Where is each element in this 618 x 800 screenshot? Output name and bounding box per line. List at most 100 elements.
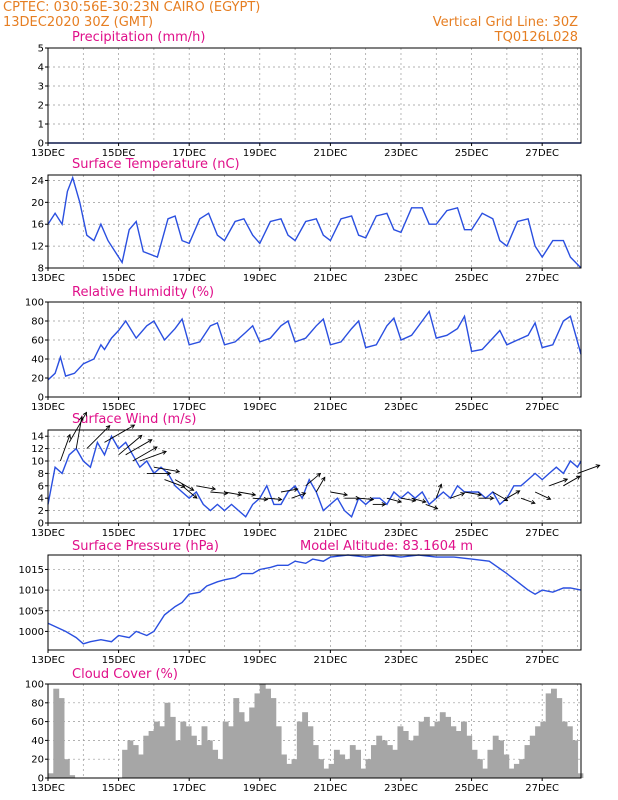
precipitation-xtick-label: 13DEC xyxy=(31,148,65,159)
wind-ytick-label: 10 xyxy=(31,457,44,468)
humidity-ytick-label: 80 xyxy=(31,317,44,328)
cloud-cover-bar xyxy=(286,763,293,778)
cloud-cover-bar xyxy=(175,740,181,778)
cloud-cover-bar xyxy=(323,768,330,778)
pressure-ytick-label: 1005 xyxy=(19,606,44,617)
wind-arrow xyxy=(549,478,568,487)
pressure-ytick-label: 1015 xyxy=(19,565,44,576)
wind-arrow xyxy=(68,412,87,443)
wind-arrow-head xyxy=(237,492,243,497)
pressure-panel: Surface Pressure (hPa) Model Altitude: 8… xyxy=(19,539,582,666)
cloud-cover-bar xyxy=(328,763,335,778)
cloud-cover-ytick-label: 100 xyxy=(25,680,44,691)
cloud-cover-bar xyxy=(222,721,229,778)
cloud-cover-bar xyxy=(360,768,367,778)
header-grid-info: Vertical Grid Line: 30Z xyxy=(433,15,578,30)
header-model-code: TQ0126L028 xyxy=(494,30,578,45)
wind-ytick-label: 4 xyxy=(38,494,44,505)
wind-arrow-head xyxy=(105,425,111,430)
wind-arrow xyxy=(400,497,416,502)
cloud-cover-ytick-label: 80 xyxy=(31,698,44,709)
wind-arrow xyxy=(520,497,536,504)
cloud-cover-bar xyxy=(318,759,324,778)
temperature-ytick-label: 16 xyxy=(31,220,44,231)
cloud-cover-bar xyxy=(498,740,504,778)
temperature-xtick-label: 17DEC xyxy=(172,273,206,284)
cloud-cover-bar xyxy=(48,773,54,778)
wind-arrow-head xyxy=(301,492,307,497)
cloud-cover-bar xyxy=(159,726,166,778)
precipitation-ytick-label: 1 xyxy=(38,120,44,131)
precipitation-xtick-label: 23DEC xyxy=(384,148,418,159)
cloud-cover-bar xyxy=(355,749,361,778)
wind-arrow-head xyxy=(343,492,349,497)
pressure-xtick-label: 19DEC xyxy=(243,655,277,666)
wind-arrow xyxy=(315,477,326,493)
cloud-cover-bar xyxy=(540,721,547,778)
wind-arrow xyxy=(86,425,111,449)
precipitation-xtick-label: 25DEC xyxy=(455,148,489,159)
wind-arrow-head xyxy=(530,499,536,505)
wind-arrow xyxy=(411,497,426,503)
cloud-cover-bar xyxy=(132,745,139,778)
pressure-ytick-label: 1000 xyxy=(19,627,44,638)
cloud-cover-xtick-label: 23DEC xyxy=(384,783,418,794)
wind-arrow-head xyxy=(82,411,87,417)
cloud-cover-bar xyxy=(572,740,579,778)
wind-arrow xyxy=(196,485,216,490)
wind-arrow-head xyxy=(563,478,569,483)
cloud-cover-bar xyxy=(238,712,245,778)
wind-arrow-head xyxy=(421,498,427,504)
humidity-ytick-label: 60 xyxy=(31,336,44,347)
cloud-cover-bar xyxy=(535,726,542,778)
cloud-cover-bar xyxy=(386,745,393,778)
wind-arrow-head xyxy=(251,492,257,497)
cloud-cover-bar xyxy=(312,745,319,778)
cloud-cover-bar xyxy=(243,721,250,778)
wind-arrow xyxy=(132,446,158,462)
wind-arrow-head xyxy=(152,446,158,451)
humidity-xtick-label: 25DEC xyxy=(455,402,489,413)
wind-arrow-head xyxy=(166,471,172,476)
wind-arrow-head xyxy=(293,487,299,492)
wind-arrow xyxy=(492,491,508,501)
cloud-cover-bar xyxy=(196,745,203,778)
humidity-frame xyxy=(47,301,582,398)
wind-arrow xyxy=(534,491,551,500)
cloud-cover-bar xyxy=(138,754,144,778)
cloud-cover-bar xyxy=(302,712,309,778)
cloud-cover-bar xyxy=(233,698,240,778)
cloud-cover-ytick-label: 40 xyxy=(31,736,44,747)
cloud-cover-bar xyxy=(275,726,282,778)
cloud-cover-bar xyxy=(185,726,192,778)
cloud-cover-bar xyxy=(376,735,383,778)
wind-arrow xyxy=(291,492,306,499)
wind-arrow xyxy=(224,491,242,496)
cloud-cover-bar xyxy=(201,726,208,778)
cloud-cover-bar xyxy=(392,749,399,778)
wind-arrow xyxy=(425,503,438,510)
cloud-cover-bar xyxy=(487,749,494,778)
cloud-cover-bar xyxy=(508,768,515,778)
wind-xtick-label: 25DEC xyxy=(455,528,489,539)
precipitation-ytick-label: 0 xyxy=(38,139,44,150)
cloud-cover-bar xyxy=(270,698,277,778)
cloud-cover-bar xyxy=(397,726,404,778)
temperature-xtick-label: 19DEC xyxy=(243,273,277,284)
precipitation-title: Precipitation (mm/h) xyxy=(72,30,205,45)
wind-arrow-head xyxy=(79,415,84,421)
cloud-cover-xtick-label: 21DEC xyxy=(314,783,348,794)
pressure-xtick-label: 17DEC xyxy=(172,655,206,666)
wind-arrow-head xyxy=(460,492,466,497)
cloud-cover-bar xyxy=(550,688,557,778)
wind-arrow xyxy=(577,464,600,474)
cloud-cover-bar xyxy=(439,712,446,778)
wind-arrow xyxy=(386,497,402,503)
cloud-cover-bar xyxy=(53,688,60,778)
cloud-cover-bar xyxy=(349,745,356,778)
wind-arrow-head xyxy=(321,476,326,482)
wind-arrow-head xyxy=(515,490,521,495)
cloud-cover-bar xyxy=(402,731,409,778)
cloud-cover-bar xyxy=(148,731,155,778)
